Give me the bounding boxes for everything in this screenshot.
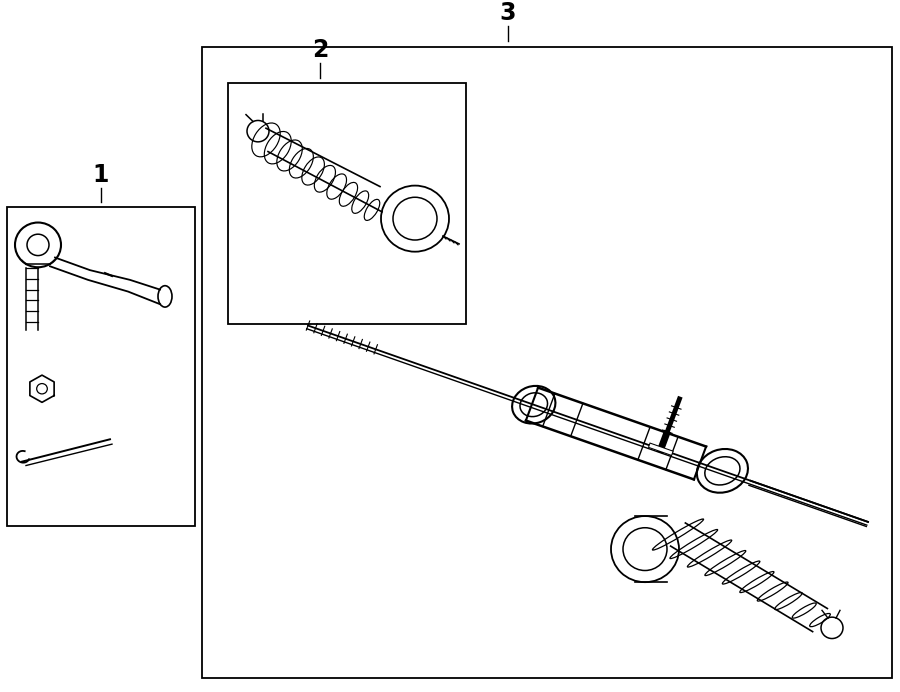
Bar [228, 82, 466, 324]
Text: 2: 2 [311, 38, 328, 62]
Text: 1: 1 [93, 163, 109, 187]
Bar [7, 207, 195, 526]
Bar [202, 46, 892, 678]
Text: 3: 3 [500, 1, 517, 25]
